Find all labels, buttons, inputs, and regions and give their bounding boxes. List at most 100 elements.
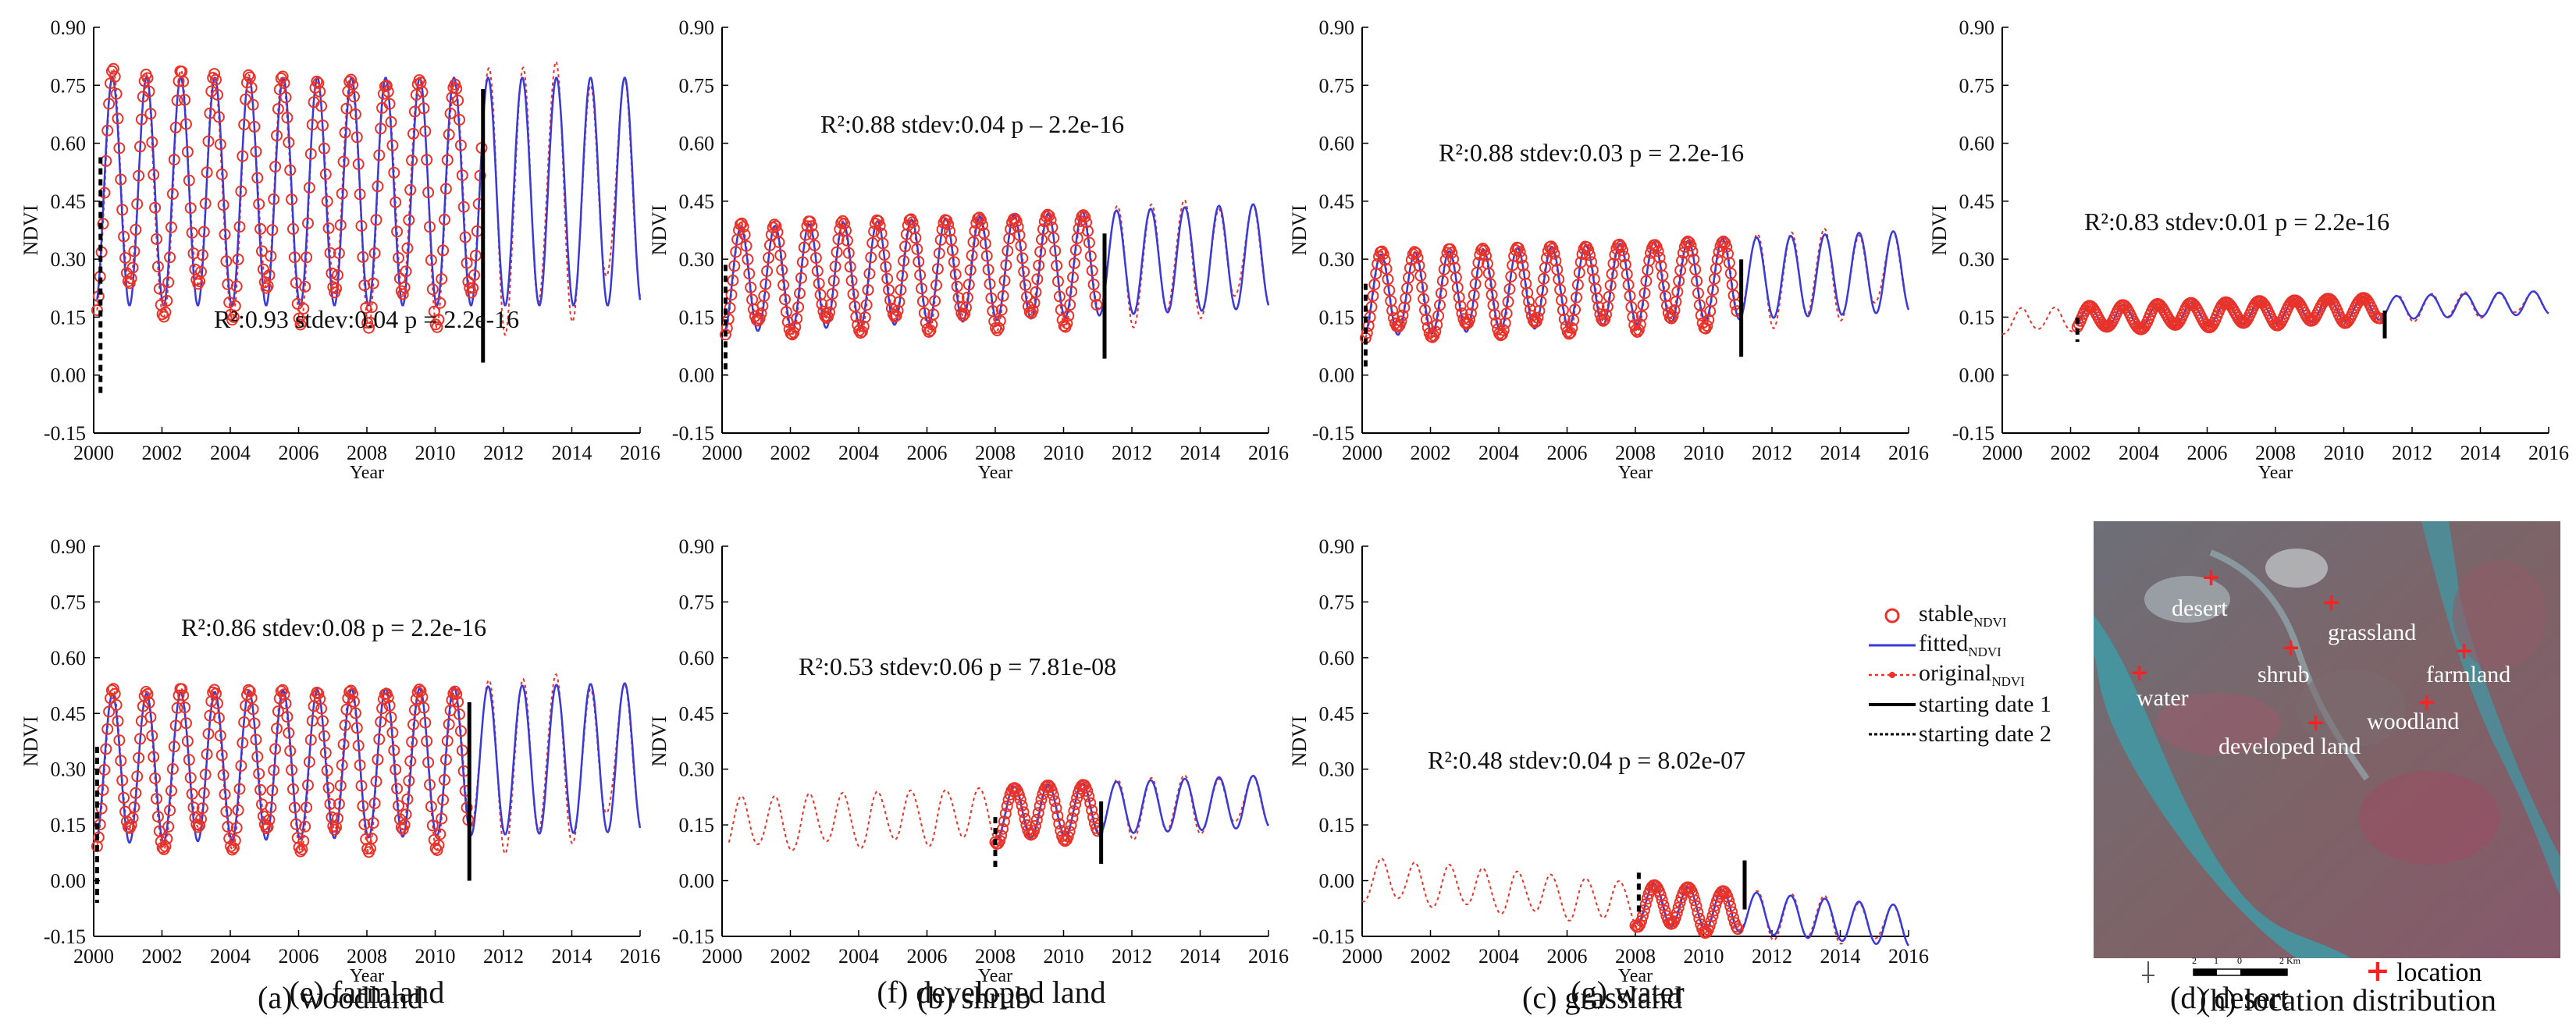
- stable-point: [297, 303, 310, 314]
- legend-start2-label: starting date 2: [1919, 721, 2051, 747]
- stable-point: [240, 93, 252, 105]
- stable-point: [1418, 293, 1430, 305]
- stable-point: [737, 221, 749, 233]
- stable-point: [1631, 325, 1643, 338]
- x-tick-label: 2006: [907, 442, 948, 464]
- stable-point: [202, 728, 215, 740]
- stable-point: [997, 289, 1009, 302]
- y-tick-label: 0.15: [679, 814, 715, 836]
- stable-point: [1515, 251, 1528, 264]
- x-tick-label: 2004: [838, 945, 879, 968]
- stable-point: [1087, 279, 1100, 291]
- y-tick-label: 0.75: [679, 74, 715, 97]
- stable-point: [143, 85, 155, 98]
- stable-point: [133, 169, 145, 182]
- stable-point: [826, 288, 838, 300]
- stable-point: [397, 288, 409, 300]
- y-tick-label: 0.45: [679, 702, 715, 725]
- stable-point: [334, 780, 347, 792]
- stable-point: [1386, 304, 1399, 317]
- stable-point: [130, 223, 142, 236]
- series-fitted-line: [96, 682, 642, 844]
- stable-point: [151, 793, 162, 805]
- x-tick-label: 2014: [552, 442, 592, 464]
- stable-point: [125, 819, 137, 831]
- stable-point: [119, 252, 131, 264]
- map-marker-woodland: +: [2417, 689, 2437, 716]
- stable-point: [1050, 802, 1062, 815]
- x-tick-label: 2000: [73, 945, 114, 968]
- stable-point: [339, 719, 351, 731]
- stable-point: [1395, 315, 1407, 328]
- x-tick-label: 2016: [1248, 945, 1289, 968]
- stable-point: [1535, 295, 1547, 307]
- stable-point: [332, 269, 343, 281]
- stable-point: [179, 94, 191, 106]
- stable-point: [863, 268, 876, 280]
- stable-point: [855, 327, 866, 339]
- stable-point: [432, 314, 445, 326]
- stable-point: [1505, 270, 1517, 282]
- caption-c: (c) grassland: [1522, 980, 1683, 1015]
- x-tick-label: 2002: [142, 945, 183, 968]
- stable-point: [153, 282, 165, 295]
- x-tick-label: 2014: [552, 945, 592, 968]
- stable-point: [382, 85, 394, 98]
- stable-point: [334, 219, 347, 231]
- stable-point: [1049, 245, 1062, 257]
- stable-point: [1034, 246, 1047, 258]
- x-tick-label: 2010: [1684, 945, 1724, 968]
- series-original-line: [728, 774, 1269, 851]
- stable-point: [419, 716, 432, 729]
- stable-point: [959, 307, 971, 320]
- stable-point: [796, 256, 809, 268]
- location-map: + desert + grassland + shrub + farmland …: [2094, 521, 2560, 958]
- stable-point: [388, 744, 400, 757]
- legend-fitted-sub: NDVI: [1968, 645, 2001, 659]
- stable-point: [728, 260, 741, 272]
- stable-point: [896, 269, 909, 282]
- caption-d: (d) desert: [2170, 980, 2290, 1015]
- stable-point: [1569, 304, 1582, 316]
- stable-point: [126, 261, 139, 274]
- y-tick-label: 0.45: [679, 190, 715, 213]
- stable-point: [301, 251, 313, 264]
- stable-point: [768, 218, 781, 231]
- y-axis-label: NDVI: [20, 716, 42, 767]
- stable-point: [245, 692, 258, 704]
- stable-point: [436, 273, 448, 286]
- y-tick-label: 0.45: [51, 702, 87, 725]
- stable-point: [347, 687, 358, 700]
- stable-point: [881, 272, 894, 285]
- stable-point: [103, 98, 116, 110]
- x-tick-label: 2006: [1547, 442, 1588, 464]
- stable-point: [144, 711, 157, 723]
- stable-point: [288, 801, 301, 814]
- stable-point: [422, 186, 435, 199]
- stable-point: [257, 810, 269, 822]
- x-tick-label: 2000: [1342, 442, 1382, 464]
- legend-stable-label: stable: [1919, 601, 1973, 627]
- stable-point: [406, 154, 418, 167]
- stable-point: [322, 222, 335, 234]
- stable-point: [201, 166, 213, 179]
- stable-point: [964, 264, 977, 276]
- stable-point: [284, 164, 297, 176]
- stable-point: [1521, 286, 1534, 299]
- stable-point: [973, 211, 986, 224]
- y-axis-label: NDVI: [648, 205, 671, 256]
- stable-point: [1514, 246, 1526, 258]
- stable-point: [318, 142, 330, 154]
- stable-point: [391, 783, 404, 795]
- legend-fitted: fittedNDVI: [1866, 630, 2100, 660]
- y-tick-label: -0.15: [1312, 925, 1354, 948]
- stable-point: [806, 220, 818, 233]
- stable-point: [248, 120, 261, 133]
- stable-point: [807, 228, 820, 240]
- stable-point: [317, 119, 329, 132]
- stable-point: [350, 131, 363, 144]
- y-tick-label: 0.00: [1319, 870, 1355, 893]
- caption-b: (b) shrub: [917, 980, 1031, 1015]
- stable-point: [1030, 814, 1043, 826]
